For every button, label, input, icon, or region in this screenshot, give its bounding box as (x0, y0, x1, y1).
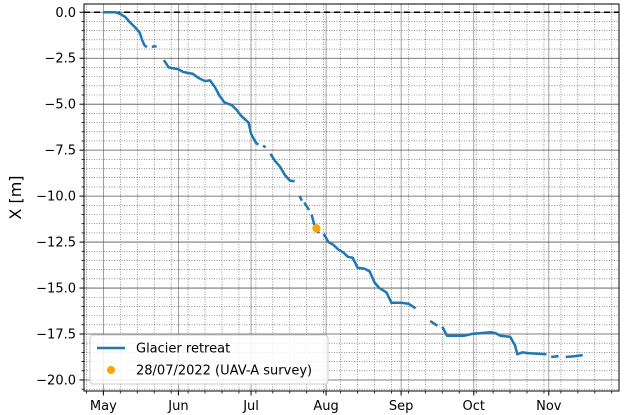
x-tick-label: Jul (242, 399, 259, 414)
y-tick-label: −12.5 (36, 236, 76, 251)
plot-frame (83, 3, 620, 392)
x-tick-label: Nov (536, 399, 562, 414)
x-tick-label: Jun (167, 399, 188, 414)
glacier-retreat-segment (441, 326, 547, 356)
y-tick-label: −20.0 (36, 373, 76, 388)
x-tick-label: Sep (389, 399, 414, 414)
minor-gridlines (84, 4, 619, 391)
glacier-retreat-segment (269, 153, 295, 183)
glacier-retreat-segment (103, 11, 148, 49)
y-tick-label: −15.0 (36, 282, 76, 297)
glacier-retreat-segment (429, 320, 439, 327)
legend-box (89, 334, 329, 385)
major-gridlines (84, 4, 619, 391)
y-tick-label: −7.5 (44, 144, 76, 159)
legend-label-uav-survey: 28/07/2022 (UAV-A survey) (136, 364, 312, 379)
y-tick-label: −10.0 (36, 190, 76, 205)
survey-points (312, 224, 321, 233)
glacier-retreat-segment (298, 195, 304, 202)
y-axis-label: X [m] (6, 175, 25, 219)
uav-survey-point (312, 224, 321, 233)
legend-label-glacier-retreat: Glacier retreat (136, 342, 230, 357)
y-tick-label: −17.5 (36, 328, 76, 343)
legend: Glacier retreat 28/07/2022 (UAV-A survey… (89, 334, 329, 385)
glacier-retreat-segment (565, 353, 583, 359)
y-tick-labels: 0.0 −2.5 −5.0 −7.5 −10.0 −12.5 −15.0 −17.5 −20.0 (36, 6, 76, 389)
glacier-retreat-segment (303, 201, 311, 211)
y-tick-label: 0.0 (55, 6, 76, 21)
legend-point-swatch (107, 366, 115, 374)
glacier-retreat-segment (551, 354, 559, 359)
y-tick-label: −5.0 (44, 98, 76, 113)
glacier-retreat-segment (262, 144, 267, 149)
x-tick-label: Aug (313, 399, 338, 414)
x-tick-label: Oct (463, 399, 485, 414)
glacier-retreat-segment (151, 45, 157, 49)
glacier-retreat-segment (322, 233, 417, 310)
x-tick-labels: May Jun Jul Aug Sep Oct Nov (90, 399, 562, 414)
x-tick-label: May (90, 399, 117, 414)
axis-ticks (79, 11, 613, 396)
glacier-retreat-segment (162, 59, 260, 146)
y-tick-label: −2.5 (44, 52, 76, 67)
